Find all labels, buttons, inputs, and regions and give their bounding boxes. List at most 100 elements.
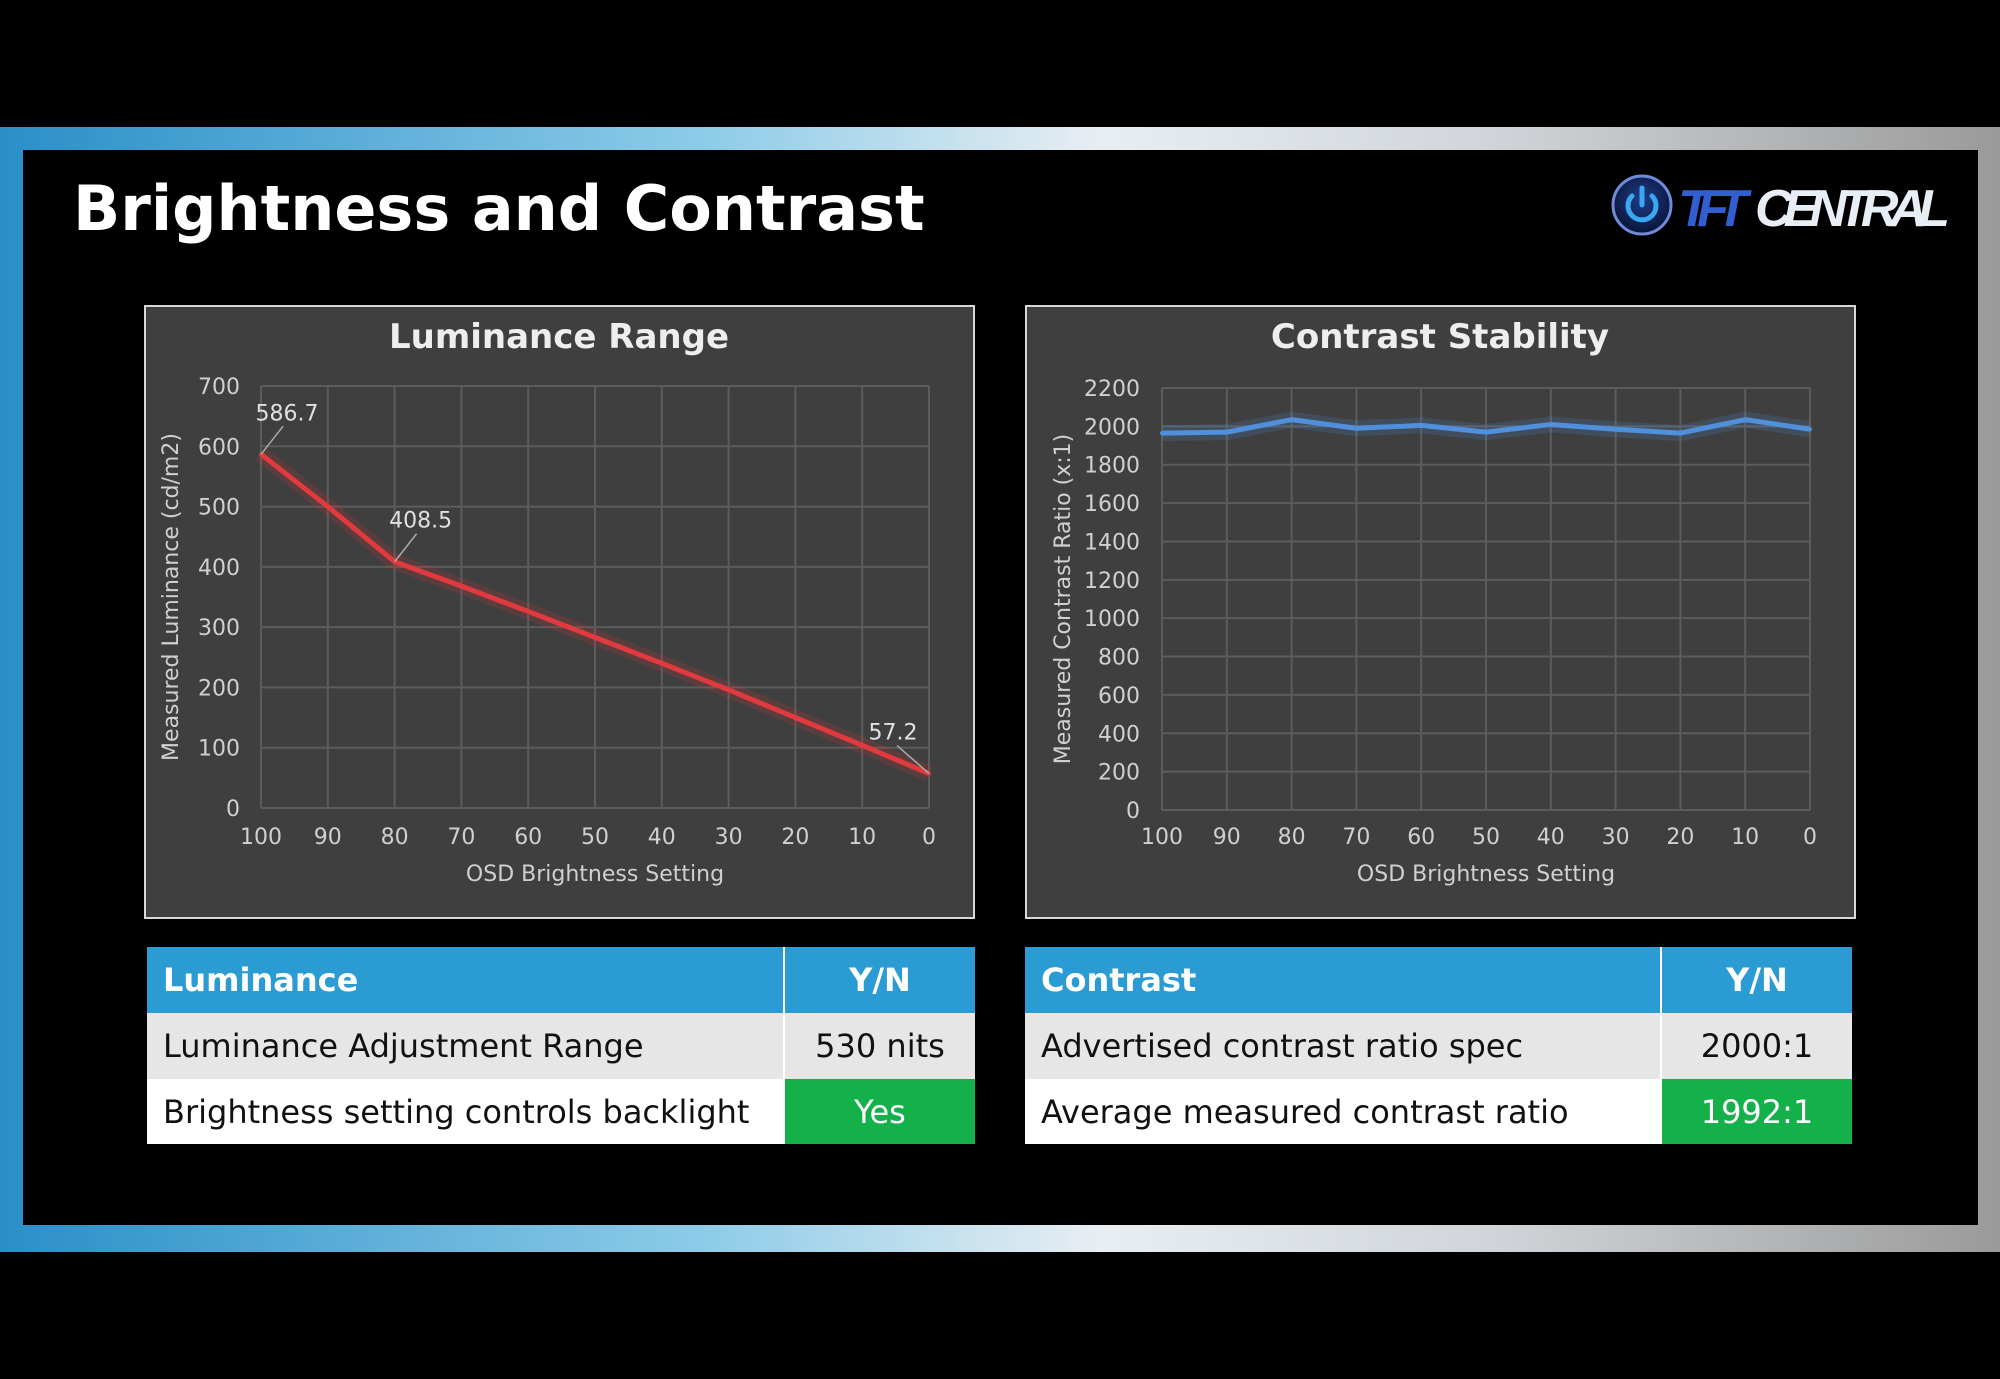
- x-tick-label: 30: [1602, 825, 1630, 850]
- y-tick-label: 800: [1098, 646, 1140, 671]
- x-axis-label: OSD Brightness Setting: [466, 862, 724, 887]
- data-point: [1419, 423, 1424, 428]
- x-tick-label: 70: [1342, 825, 1370, 850]
- y-tick-label: 600: [198, 435, 240, 460]
- data-label: 57.2: [869, 721, 918, 746]
- contrast-table: Contrast Y/N Advertised contrast ratio s…: [1025, 947, 1852, 1144]
- data-point: [1743, 417, 1748, 422]
- y-axis-label: Measured Luminance (cd/m2): [159, 433, 184, 761]
- data-point: [1808, 427, 1812, 432]
- x-tick-label: 100: [1141, 825, 1183, 850]
- y-tick-label: 500: [198, 496, 240, 521]
- data-label: 586.7: [256, 401, 319, 426]
- luminance-table: Luminance Y/N Luminance Adjustment Range…: [147, 947, 975, 1144]
- y-tick-label: 1600: [1084, 492, 1140, 517]
- annotation-leader: [394, 533, 418, 563]
- y-tick-label: 400: [1098, 722, 1140, 747]
- y-tick-label: 2200: [1084, 377, 1140, 402]
- x-tick-label: 90: [1213, 825, 1241, 850]
- data-point: [860, 743, 865, 748]
- data-point: [1678, 431, 1683, 436]
- x-tick-label: 50: [581, 825, 609, 850]
- row-label: Advertised contrast ratio spec: [1041, 1027, 1524, 1065]
- data-point: [459, 584, 464, 589]
- data-label: 408.5: [389, 509, 452, 534]
- x-tick-label: 60: [1407, 825, 1435, 850]
- row-label: Brightness setting controls backlight: [163, 1092, 750, 1131]
- data-point: [593, 635, 597, 640]
- tft-central-logo: TFT CENTRAL: [1611, 174, 1950, 238]
- y-tick-label: 100: [198, 737, 240, 762]
- x-tick-label: 20: [781, 825, 809, 850]
- row-label: Average measured contrast ratio: [1041, 1092, 1569, 1131]
- y-tick-label: 200: [198, 676, 240, 701]
- y-tick-label: 2000: [1084, 415, 1140, 440]
- data-point: [1548, 422, 1553, 427]
- table-row: Luminance Adjustment Range 530 nits: [147, 1013, 975, 1079]
- data-point: [526, 609, 531, 614]
- y-tick-label: 1400: [1084, 530, 1140, 555]
- x-axis-label: OSD Brightness Setting: [1357, 862, 1615, 887]
- x-tick-label: 40: [648, 825, 676, 850]
- x-tick-label: 0: [1803, 825, 1817, 850]
- row-value-badge: 1992:1: [1660, 1079, 1852, 1144]
- data-point: [1484, 430, 1488, 435]
- annotation-leader: [896, 744, 930, 775]
- x-tick-label: 0: [922, 825, 936, 850]
- data-point: [1224, 430, 1229, 435]
- header-cell: Contrast: [1041, 961, 1197, 999]
- table-header: Luminance Y/N: [147, 947, 975, 1013]
- y-tick-label: 1800: [1084, 454, 1140, 479]
- data-point: [1613, 427, 1618, 432]
- svg-text:TFT: TFT: [1678, 180, 1752, 238]
- table-row: Advertised contrast ratio spec 2000:1: [1025, 1013, 1852, 1079]
- y-tick-label: 200: [1098, 761, 1140, 786]
- data-point: [325, 504, 330, 509]
- data-point: [1289, 417, 1294, 422]
- y-axis-label: Measured Contrast Ratio (x:1): [1051, 434, 1076, 765]
- x-tick-label: 70: [447, 825, 475, 850]
- contrast-chart-svg: Contrast Stability0200400600800100012001…: [1051, 317, 1817, 887]
- y-tick-label: 0: [1126, 799, 1140, 824]
- header-cell: Y/N: [1660, 947, 1852, 1013]
- chart-title: Luminance Range: [389, 317, 729, 357]
- annotation-leader: [260, 425, 284, 455]
- table-row: Brightness setting controls backlight Ye…: [147, 1079, 975, 1144]
- y-tick-label: 400: [198, 556, 240, 581]
- x-tick-label: 80: [1278, 825, 1306, 850]
- x-tick-label: 80: [381, 825, 409, 850]
- x-tick-label: 100: [240, 825, 282, 850]
- data-point: [1354, 426, 1359, 431]
- y-tick-label: 600: [1098, 684, 1140, 709]
- x-tick-label: 10: [848, 825, 876, 850]
- y-tick-label: 1000: [1084, 607, 1140, 632]
- slide-title: Brightness and Contrast: [73, 172, 925, 245]
- x-tick-label: 20: [1666, 825, 1694, 850]
- luminance-range-chart: Luminance Range 0 100 200 300 400 500 600 700 100…: [144, 305, 975, 919]
- x-tick-label: 10: [1731, 825, 1759, 850]
- header-cell: Y/N: [783, 947, 975, 1013]
- table-row: Average measured contrast ratio 1992:1: [1025, 1079, 1852, 1144]
- row-value: 530 nits: [783, 1013, 975, 1079]
- y-tick-label: 1200: [1084, 569, 1140, 594]
- row-label: Luminance Adjustment Range: [163, 1027, 644, 1065]
- y-tick-label: 300: [198, 616, 240, 641]
- chart-title: Contrast Stability: [1271, 317, 1609, 357]
- data-point: [726, 687, 731, 692]
- y-tick-label: 700: [198, 375, 240, 400]
- row-value: 2000:1: [1660, 1013, 1852, 1079]
- row-value-badge: Yes: [783, 1079, 975, 1144]
- data-point: [1160, 431, 1164, 436]
- x-tick-label: 60: [514, 825, 542, 850]
- table-header: Contrast Y/N: [1025, 947, 1852, 1013]
- x-tick-label: 40: [1537, 825, 1565, 850]
- contrast-stability-chart: Contrast Stability 0 200 400 600 800 1000 1200 1…: [1025, 305, 1856, 919]
- svg-text:CENTRAL: CENTRAL: [1755, 180, 1950, 238]
- data-point: [659, 661, 664, 666]
- x-tick-label: 90: [314, 825, 342, 850]
- data-point: [793, 715, 798, 720]
- luminance-chart-svg: Luminance Range0100200300400500600700100…: [159, 317, 936, 887]
- y-tick-label: 0: [226, 797, 240, 822]
- x-tick-label: 50: [1472, 825, 1500, 850]
- x-tick-label: 30: [715, 825, 743, 850]
